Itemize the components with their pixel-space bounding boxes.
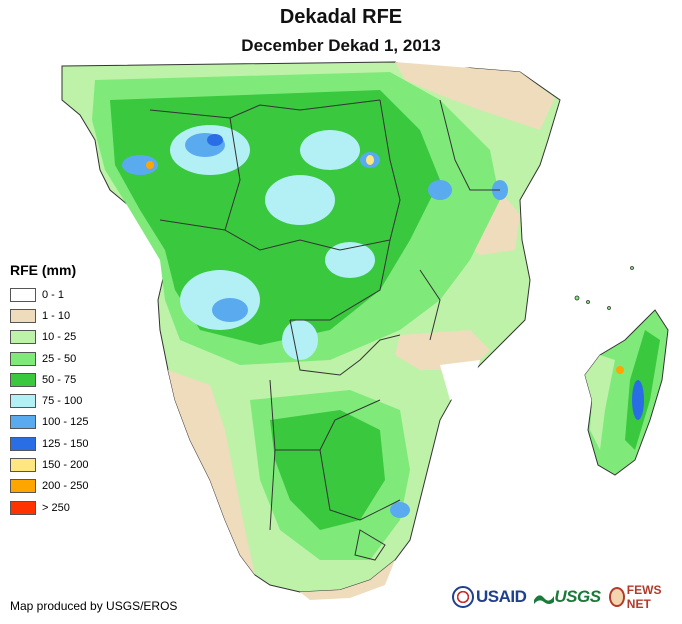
usgs-logo: USGS <box>534 587 601 607</box>
legend-item: 125 - 150 <box>10 433 88 454</box>
dry-zone-southwest <box>168 370 255 575</box>
legend-swatch <box>10 458 36 473</box>
legend-item: 50 - 75 <box>10 369 88 390</box>
dry-zone-southeast <box>300 560 395 600</box>
legend-item: 200 - 250 <box>10 476 88 497</box>
legend-item: > 250 <box>10 497 88 518</box>
legend-swatch <box>10 372 36 387</box>
fews-logo: FEWS NET <box>608 583 674 611</box>
legend-swatch <box>10 500 36 515</box>
madagascar-peak <box>616 366 624 374</box>
legend-swatch <box>10 351 36 366</box>
map-subtitle: December Dekad 1, 2013 <box>241 36 441 55</box>
usaid-logo: USAID <box>452 586 527 608</box>
usaid-seal-icon <box>452 586 474 608</box>
usaid-logo-text: USAID <box>476 587 527 606</box>
legend-swatch <box>10 415 36 430</box>
legend-label: 50 - 75 <box>42 373 77 386</box>
legend-swatch <box>10 287 36 302</box>
legend-label: 150 - 200 <box>42 459 89 472</box>
madagascar-heavy-rain <box>632 380 644 420</box>
legend-swatch <box>10 330 36 345</box>
legend-item: 0 - 1 <box>10 284 88 305</box>
partner-logos: USAID USGS FEWS NET <box>452 583 682 611</box>
usgs-logo-text: USGS <box>554 587 601 606</box>
legend-label: 75 - 100 <box>42 395 83 408</box>
legend: RFE (mm) 0 - 1 1 - 10 10 - 25 25 - 50 50 - 7… <box>10 262 88 518</box>
islands <box>574 266 634 310</box>
legend-label: 25 - 50 <box>42 352 77 365</box>
map-title: Dekadal RFE <box>279 6 403 28</box>
fews-logo-text: FEWS NET <box>626 583 662 611</box>
dry-zone-north <box>395 62 555 130</box>
legend-item: 150 - 200 <box>10 454 88 475</box>
country-boundaries <box>149 99 500 561</box>
madagascar-west-dry <box>585 355 615 450</box>
legend-label: 1 - 10 <box>42 309 71 322</box>
legend-title: RFE (mm) <box>10 262 77 278</box>
legend-item: 1 - 10 <box>10 305 88 326</box>
legend-swatch <box>10 394 36 409</box>
heavy-rain-patches <box>122 125 508 518</box>
legend-label: 125 - 150 <box>42 437 89 450</box>
credit-text: Map produced by USGS/EROS <box>10 599 178 613</box>
legend-item: 10 - 25 <box>10 327 88 348</box>
legend-item: 75 - 100 <box>10 390 88 411</box>
legend-label: 100 - 125 <box>42 416 89 429</box>
usgs-wave-icon <box>534 595 555 604</box>
dry-zone-mozambique <box>395 330 490 370</box>
legend-swatch <box>10 479 36 494</box>
dry-zone-white <box>440 360 480 400</box>
legend-item: 100 - 125 <box>10 412 88 433</box>
legend-rows: 0 - 1 1 - 10 10 - 25 25 - 50 50 - 75 75 - 100… <box>10 284 88 518</box>
legend-item: 25 - 50 <box>10 348 88 369</box>
legend-label: > 250 <box>42 501 70 514</box>
legend-label: 10 - 25 <box>42 331 77 344</box>
legend-label: 200 - 250 <box>42 480 89 493</box>
wet-zone-south-core <box>270 410 385 530</box>
legend-label: 0 - 1 <box>42 288 65 301</box>
fews-globe-icon <box>608 587 625 607</box>
legend-swatch <box>10 436 36 451</box>
legend-swatch <box>10 308 36 323</box>
